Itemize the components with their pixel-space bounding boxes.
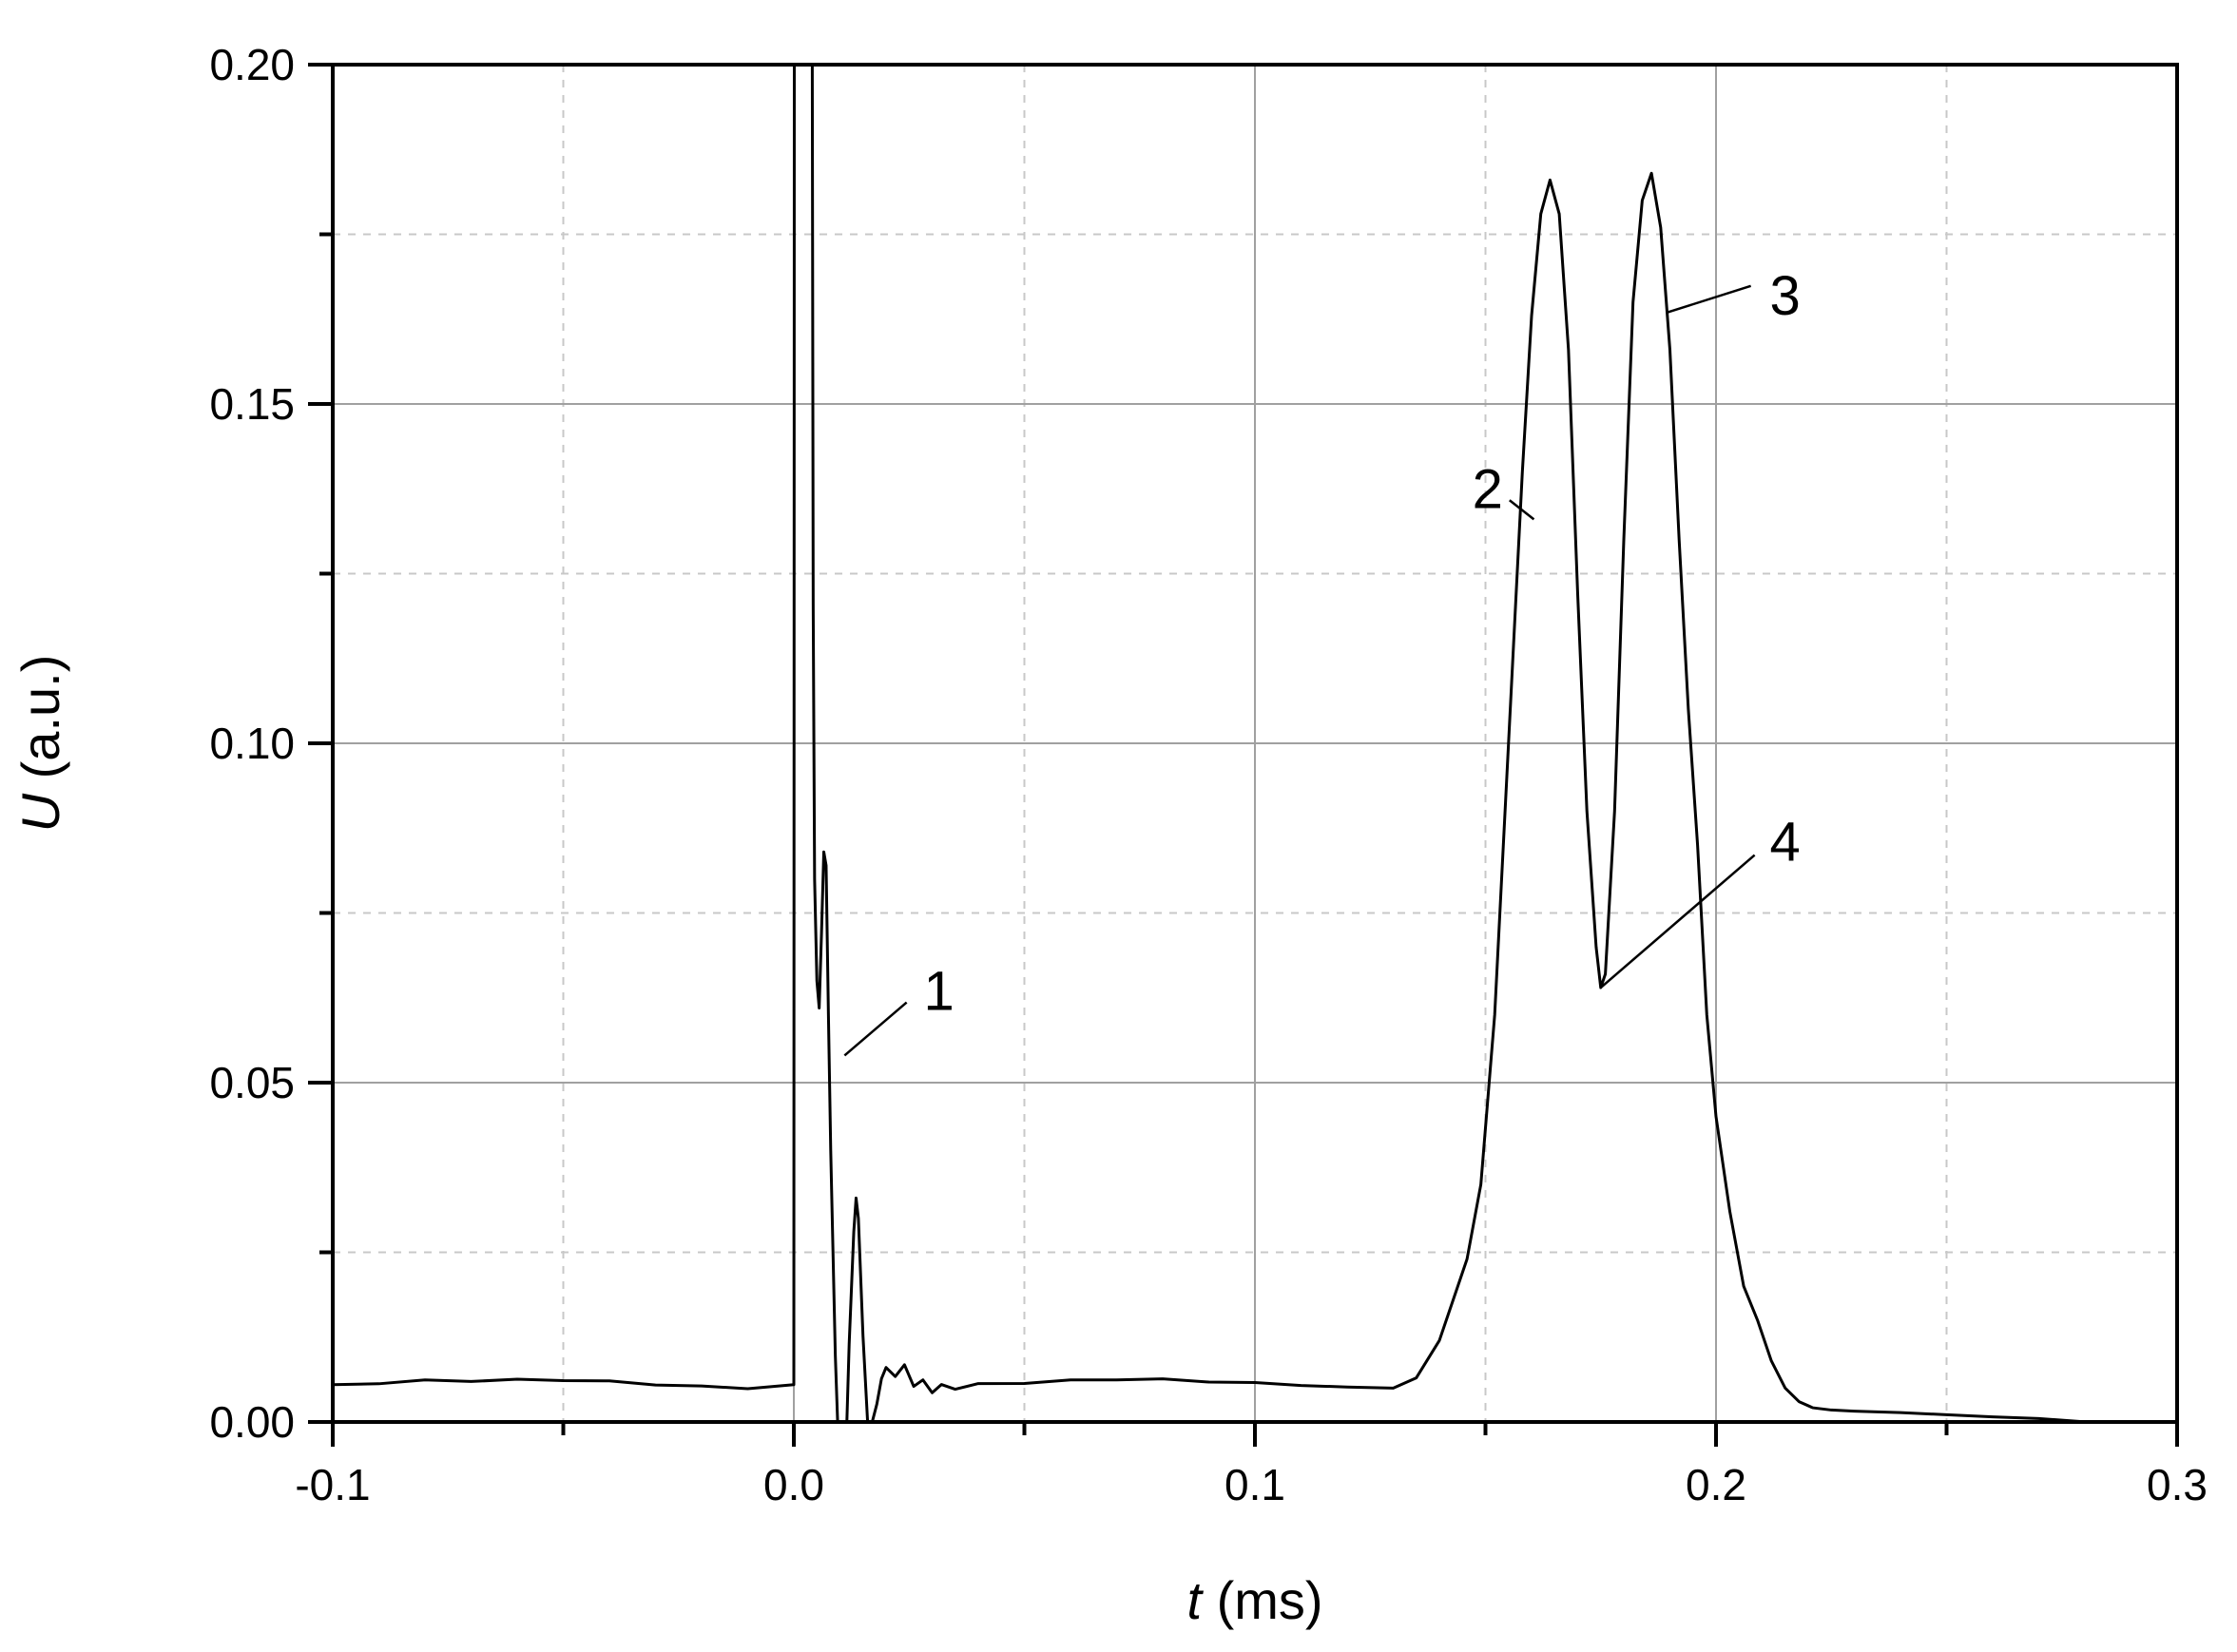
x-tick-label: 0.2	[1686, 1460, 1746, 1509]
y-tick-label: 0.15	[209, 379, 295, 429]
y-axis-variable: U	[10, 793, 70, 832]
data-series	[333, 65, 2156, 1422]
y-tick-label: 0.20	[209, 40, 295, 89]
series-line	[333, 65, 2156, 1422]
x-axis-unit: (ms)	[1202, 1570, 1323, 1630]
y-tick-label: 0.05	[209, 1058, 295, 1107]
annotation-label: 3	[1769, 265, 1800, 327]
annotations: 1 2 3 4	[843, 265, 1801, 1057]
axis-ticks: -0.1 0.0 0.1 0.2 0.3 0.00 0.05 0.10 0.15 0.20	[209, 40, 2208, 1509]
x-tick-label: 0.0	[763, 1460, 824, 1509]
y-tick-label: 0.10	[209, 719, 295, 768]
annotation-label: 4	[1769, 812, 1800, 874]
y-tick-label: 0.00	[209, 1397, 295, 1447]
annotation-label: 2	[1473, 458, 1503, 520]
x-tick-label: -0.1	[295, 1460, 370, 1509]
x-axis-title: t (ms)	[1186, 1570, 1322, 1630]
annotation-leader	[1509, 499, 1535, 521]
y-axis-unit: (a.u.)	[10, 655, 70, 794]
annotation-label: 1	[924, 961, 955, 1023]
x-tick-label: 0.1	[1225, 1460, 1285, 1509]
x-tick-label: 0.3	[2147, 1460, 2208, 1509]
grid	[333, 65, 2177, 1422]
annotation-leader	[843, 1001, 908, 1057]
y-axis-title: U (a.u.)	[10, 655, 70, 833]
x-axis-variable: t	[1186, 1570, 1204, 1630]
annotation-leader	[1667, 284, 1752, 314]
annotation-leader	[1599, 854, 1756, 989]
